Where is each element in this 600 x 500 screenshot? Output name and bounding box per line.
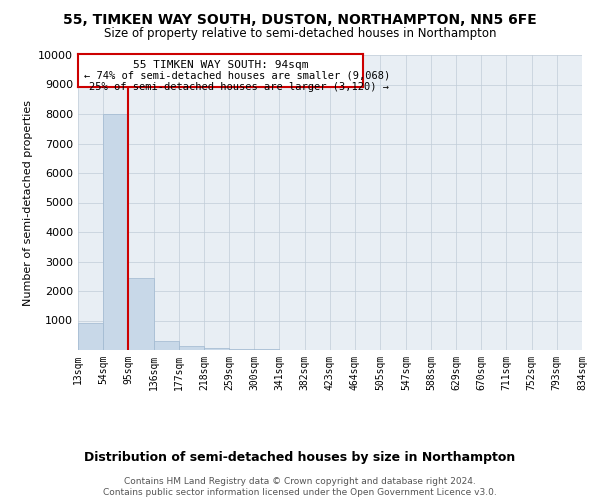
Text: Contains HM Land Registry data © Crown copyright and database right 2024.: Contains HM Land Registry data © Crown c… [124, 476, 476, 486]
Bar [128, 278, 154, 350]
Bar [179, 346, 204, 350]
Bar [78, 324, 103, 350]
Bar [154, 341, 179, 350]
Bar [103, 114, 128, 350]
Text: Distribution of semi-detached houses by size in Northampton: Distribution of semi-detached houses by … [85, 451, 515, 464]
Y-axis label: Number of semi-detached properties: Number of semi-detached properties [23, 100, 32, 306]
Text: Size of property relative to semi-detached houses in Northampton: Size of property relative to semi-detach… [104, 28, 496, 40]
Bar [229, 349, 254, 350]
Text: Contains public sector information licensed under the Open Government Licence v3: Contains public sector information licen… [103, 488, 497, 497]
Text: 55, TIMKEN WAY SOUTH, DUSTON, NORTHAMPTON, NN5 6FE: 55, TIMKEN WAY SOUTH, DUSTON, NORTHAMPTO… [63, 12, 537, 26]
Bar [204, 348, 229, 350]
